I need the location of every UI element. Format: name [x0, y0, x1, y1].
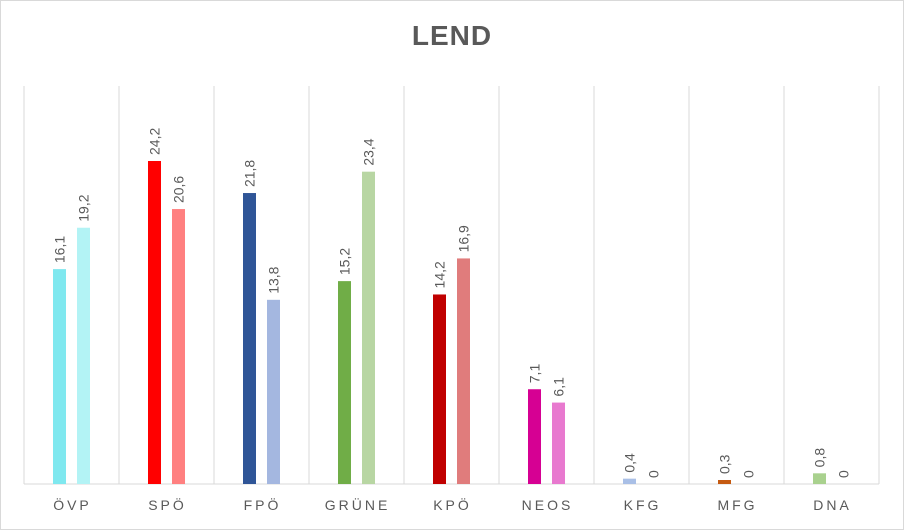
- data-label: 21,8: [242, 160, 258, 187]
- bar-grüne-s2: [362, 171, 375, 485]
- data-label: 20,6: [171, 176, 187, 203]
- bar-fpö-s2: [267, 299, 280, 484]
- category-label: DNA: [813, 497, 852, 513]
- category-label: SPÖ: [148, 496, 187, 513]
- bar-dna-s1: [813, 473, 826, 484]
- bar-grüne-s1: [338, 281, 351, 484]
- data-label: 16,1: [52, 236, 68, 263]
- bar-kpö-s1: [433, 294, 446, 484]
- data-label: 7,1: [527, 364, 543, 384]
- data-label: 16,9: [456, 225, 472, 252]
- category-label: KFG: [624, 497, 662, 513]
- bar-övp-s1: [53, 269, 66, 484]
- category-label: FPÖ: [244, 496, 282, 513]
- bar-kfg-s1: [623, 478, 636, 484]
- category-label: NEOS: [522, 497, 574, 513]
- data-label: 6,1: [551, 377, 567, 397]
- data-label: 0,8: [812, 448, 828, 468]
- chart-title: LEND: [411, 20, 493, 51]
- bar-spö-s1: [148, 161, 161, 484]
- data-label: 19,2: [76, 194, 92, 221]
- category-label: GRÜNE: [325, 496, 391, 513]
- data-label: 0,4: [622, 453, 638, 473]
- data-label: 0: [741, 470, 757, 478]
- bar-övp-s2: [77, 227, 90, 484]
- data-label: 13,8: [266, 266, 282, 293]
- category-label: KPÖ: [433, 496, 472, 513]
- bar-neos-s1: [528, 389, 541, 484]
- bar-spö-s2: [172, 209, 185, 484]
- data-label: 0: [836, 470, 852, 478]
- data-label: 14,2: [432, 261, 448, 288]
- data-label: 15,2: [337, 248, 353, 275]
- bar-fpö-s1: [243, 193, 256, 484]
- bar-neos-s2: [552, 402, 565, 484]
- data-label: 0,3: [717, 454, 733, 474]
- data-label: 0: [646, 470, 662, 478]
- category-label: ÖVP: [53, 496, 92, 513]
- data-label: 24,2: [147, 128, 163, 155]
- bar-kpö-s2: [457, 258, 470, 484]
- data-label: 23,4: [361, 138, 377, 165]
- bar-mfg-s1: [718, 479, 731, 484]
- category-label: MFG: [717, 497, 757, 513]
